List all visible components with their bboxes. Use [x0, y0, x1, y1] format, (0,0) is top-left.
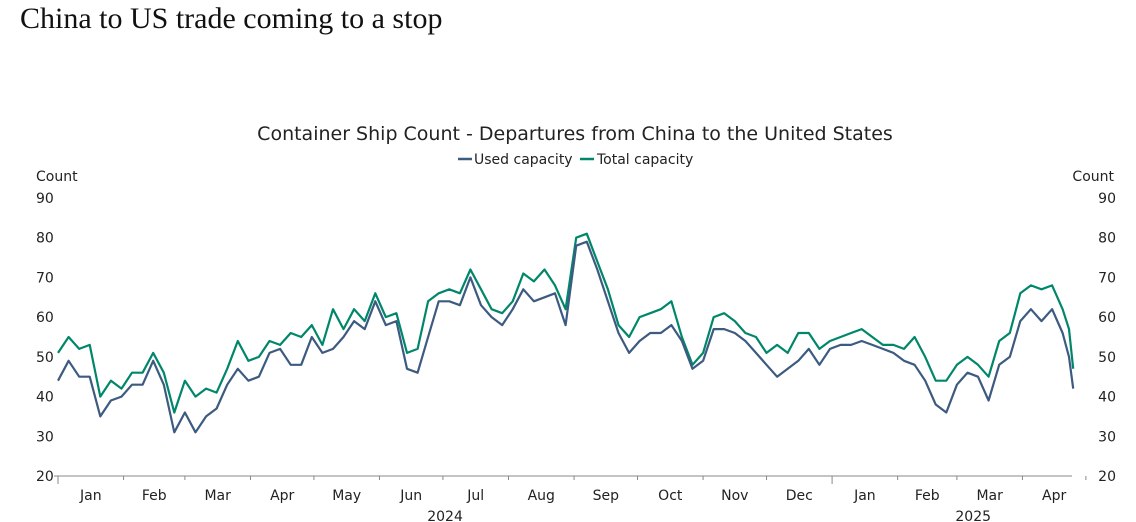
chart-title: Container Ship Count - Departures from C… — [257, 123, 893, 145]
y-tick-label-right: 50 — [1098, 350, 1116, 366]
y-tick-label-left: 60 — [36, 310, 54, 326]
y-axis-label-left: Count — [36, 169, 78, 185]
y-tick-label-left: 40 — [36, 390, 54, 406]
legend-label-used: Used capacity — [474, 152, 573, 168]
y-tick-label-left: 20 — [36, 469, 54, 485]
y-tick-label-right: 60 — [1098, 310, 1116, 326]
legend: Used capacity Total capacity — [458, 152, 693, 168]
x-tick-label: Sep — [593, 488, 620, 504]
x-year-label: 2024 — [427, 509, 463, 522]
y-tick-label-right: 90 — [1098, 191, 1116, 207]
x-tick-label: May — [332, 488, 361, 504]
y-tick-label-left: 50 — [36, 350, 54, 366]
x-tick-label: Jul — [466, 488, 484, 504]
x-tick-label: Mar — [976, 488, 1003, 504]
x-tick-label: Mar — [204, 488, 231, 504]
x-tick-label: Aug — [528, 488, 555, 504]
x-tick-label: Jan — [853, 488, 876, 504]
y-tick-label-left: 30 — [36, 429, 54, 445]
x-tick-label: Jan — [79, 488, 102, 504]
series-line-total-capacity — [57, 232, 1075, 414]
y-tick-label-right: 40 — [1098, 390, 1116, 406]
y-tick-label-right: 20 — [1098, 469, 1116, 485]
x-tick-label: Feb — [142, 488, 167, 504]
x-year-label: 2025 — [955, 509, 991, 522]
y-tick-label-left: 90 — [36, 191, 54, 207]
y-tick-label-right: 80 — [1098, 231, 1116, 247]
x-tick-label: Apr — [1042, 488, 1066, 504]
x-tick-label: Apr — [270, 488, 294, 504]
headline: China to US trade coming to a stop — [20, 2, 443, 35]
y-tick-label-right: 70 — [1098, 270, 1116, 286]
x-tick-label: Nov — [721, 488, 748, 504]
x-tick-label: Jun — [399, 488, 422, 504]
y-tick-label-left: 80 — [36, 231, 54, 247]
y-tick-label-right: 30 — [1098, 429, 1116, 445]
y-tick-label-left: 70 — [36, 270, 54, 286]
x-tick-label: Oct — [658, 488, 683, 504]
x-tick-label: Dec — [786, 488, 813, 504]
x-tick-label: Feb — [915, 488, 940, 504]
y-axis-label-right: Count — [1072, 169, 1114, 185]
series-line-used-capacity — [57, 240, 1075, 434]
legend-label-total: Total capacity — [596, 152, 693, 168]
